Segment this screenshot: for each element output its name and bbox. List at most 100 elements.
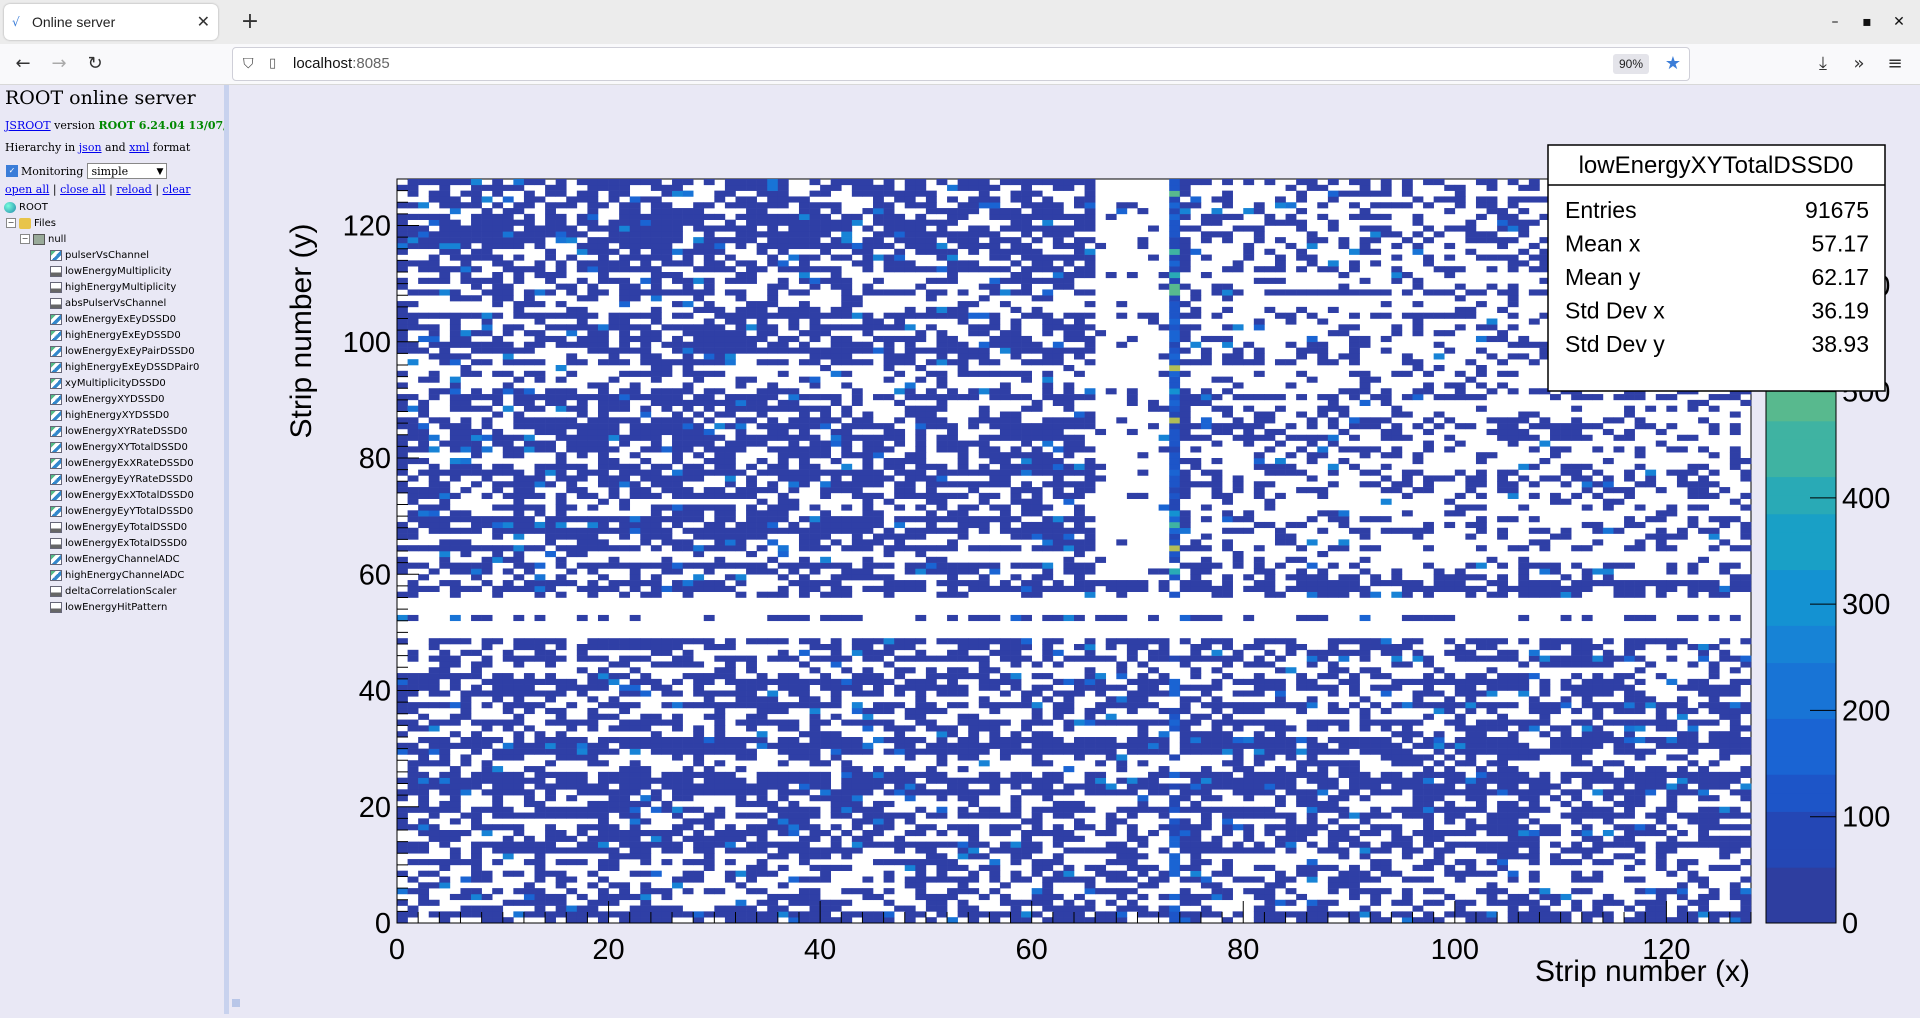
histogram-bin (629, 719, 641, 726)
histogram-bin (545, 533, 556, 540)
histogram-canvas[interactable]: 0 20 40 60 80 100 120 0 20 40 60 80 100 120 0 100 200 30… (229, 85, 1920, 1014)
histogram-bin (513, 696, 525, 703)
tree-node-files[interactable]: − Files (6, 217, 56, 229)
histogram-bin (904, 812, 916, 819)
tree-item[interactable]: pulserVsChannel (4, 248, 199, 264)
tree-item[interactable]: lowEnergyExTotalDSSD0 (4, 536, 199, 552)
tree-node-root[interactable]: ROOT (4, 200, 199, 216)
histogram-bin (397, 742, 408, 749)
histogram-bin (523, 678, 535, 685)
histogram-bin (1634, 667, 1646, 674)
tree-item[interactable]: lowEnergyExEyDSSD0 (4, 312, 199, 328)
monitoring-mode-select[interactable]: simple ▼ (87, 163, 168, 179)
histogram-bin (1105, 655, 1117, 662)
menu-icon[interactable]: ≡ (1887, 53, 1903, 74)
panel-splitter[interactable] (224, 85, 229, 1014)
tree-item[interactable]: highEnergyMultiplicity (4, 280, 199, 296)
histogram-bin (1497, 853, 1509, 860)
tree-item[interactable]: lowEnergyXYRateDSSD0 (4, 424, 199, 440)
page-info-icon[interactable]: ▯ (269, 56, 277, 71)
histogram-bin (1497, 766, 1509, 773)
tree-item[interactable]: lowEnergyExXRateDSSD0 (4, 456, 199, 472)
histogram-bin (947, 667, 958, 674)
tree-item[interactable]: highEnergyExEyDSSD0 (4, 328, 199, 344)
tree-item[interactable]: lowEnergyHitPattern (4, 600, 199, 616)
histogram-bin (1412, 830, 1424, 837)
histogram-bin (1211, 649, 1223, 656)
close-all-link[interactable]: close all (60, 183, 106, 196)
clear-link[interactable]: clear (162, 183, 191, 196)
histogram-bin (1497, 754, 1509, 761)
tree-item[interactable]: lowEnergyChannelADC (4, 552, 199, 568)
download-icon[interactable]: ⤓ (1819, 53, 1827, 74)
close-window-icon[interactable]: ✕ (1893, 14, 1905, 30)
maximize-window-icon[interactable]: ▪ (1862, 14, 1872, 30)
histogram-bin (820, 580, 832, 587)
tree-item[interactable]: lowEnergyXYDSSD0 (4, 392, 199, 408)
xml-link[interactable]: xml (129, 141, 150, 154)
tree-node-null[interactable]: − null (20, 233, 67, 245)
histogram-bin (820, 614, 832, 622)
histogram-bin (1687, 748, 1699, 755)
histogram-bin (947, 876, 958, 883)
minimize-window-icon[interactable]: – (1831, 14, 1839, 30)
tree-item[interactable]: lowEnergyEyYTotalDSSD0 (4, 504, 199, 520)
monitoring-checkbox[interactable]: ✓ (6, 165, 18, 177)
tree-item[interactable]: highEnergyXYDSSD0 (4, 408, 199, 424)
tree-item[interactable]: lowEnergyExEyPairDSSD0 (4, 344, 199, 360)
histogram-bin (735, 487, 747, 494)
histogram-bin (1666, 800, 1678, 808)
tree-item[interactable]: xyMultiplicityDSSD0 (4, 376, 199, 392)
histogram-bin (428, 859, 440, 866)
histogram-bin (1698, 795, 1709, 802)
histogram-bin (471, 893, 482, 901)
histogram-bin (1592, 568, 1604, 575)
reload-icon[interactable]: ↻ (87, 53, 103, 74)
more-tools-icon[interactable]: » (1853, 53, 1865, 74)
tree-item[interactable]: absPulserVsChannel (4, 296, 199, 312)
tree-item[interactable]: deltaCorrelationScaler (4, 584, 199, 600)
histogram-bin (1137, 702, 1149, 709)
histogram-bin (1169, 516, 1181, 523)
histogram-bin (1243, 777, 1255, 784)
histogram-bin (1063, 690, 1075, 697)
histogram-bin (1475, 638, 1487, 645)
tree-item[interactable]: lowEnergyXYTotalDSSD0 (4, 440, 199, 456)
histogram-bin (661, 888, 673, 895)
tree-item[interactable]: lowEnergyEyTotalDSSD0 (4, 520, 199, 536)
reload-link[interactable]: reload (116, 183, 152, 196)
tree-item[interactable]: lowEnergyEyYRateDSSD0 (4, 472, 199, 488)
histogram-bin (1740, 771, 1752, 778)
json-link[interactable]: json (78, 141, 102, 154)
histogram-bin (830, 591, 842, 598)
histogram-bin (523, 702, 535, 709)
zoom-level-badge[interactable]: 90% (1612, 54, 1649, 74)
histogram-bin (629, 917, 641, 924)
tree-item[interactable]: highEnergyChannelADC (4, 568, 199, 584)
forward-arrow-icon[interactable]: → (51, 53, 67, 74)
new-tab-icon[interactable]: + (240, 9, 260, 34)
browser-tab[interactable]: √ Online server ✕ (4, 4, 218, 40)
back-arrow-icon[interactable]: ← (15, 53, 31, 74)
histogram-bin (481, 580, 493, 587)
tree-item[interactable]: highEnergyExEyDSSDPair0 (4, 360, 199, 376)
histogram-bin (798, 748, 810, 755)
histogram-bin (693, 876, 705, 883)
histogram-bin (407, 742, 419, 749)
histogram-bin (1475, 655, 1487, 662)
shield-icon[interactable]: ⛉ (243, 56, 254, 72)
jsroot-link[interactable]: JSROOT (5, 119, 51, 132)
url-bar[interactable]: ⛉ ▯ localhost:8085 90% ★ (232, 47, 1690, 81)
histogram-bin (1423, 859, 1434, 866)
tree-item[interactable]: lowEnergyMultiplicity (4, 264, 199, 280)
bookmark-star-icon[interactable]: ★ (1664, 53, 1681, 74)
histogram-bin (1169, 533, 1181, 540)
histogram-bin (587, 585, 599, 592)
open-all-link[interactable]: open all (5, 183, 50, 196)
tree-item[interactable]: lowEnergyExXTotalDSSD0 (4, 488, 199, 504)
histogram-bin (756, 713, 768, 720)
histogram-bin (576, 585, 588, 592)
close-tab-icon[interactable]: ✕ (196, 12, 210, 31)
histogram-bin (1200, 638, 1212, 645)
